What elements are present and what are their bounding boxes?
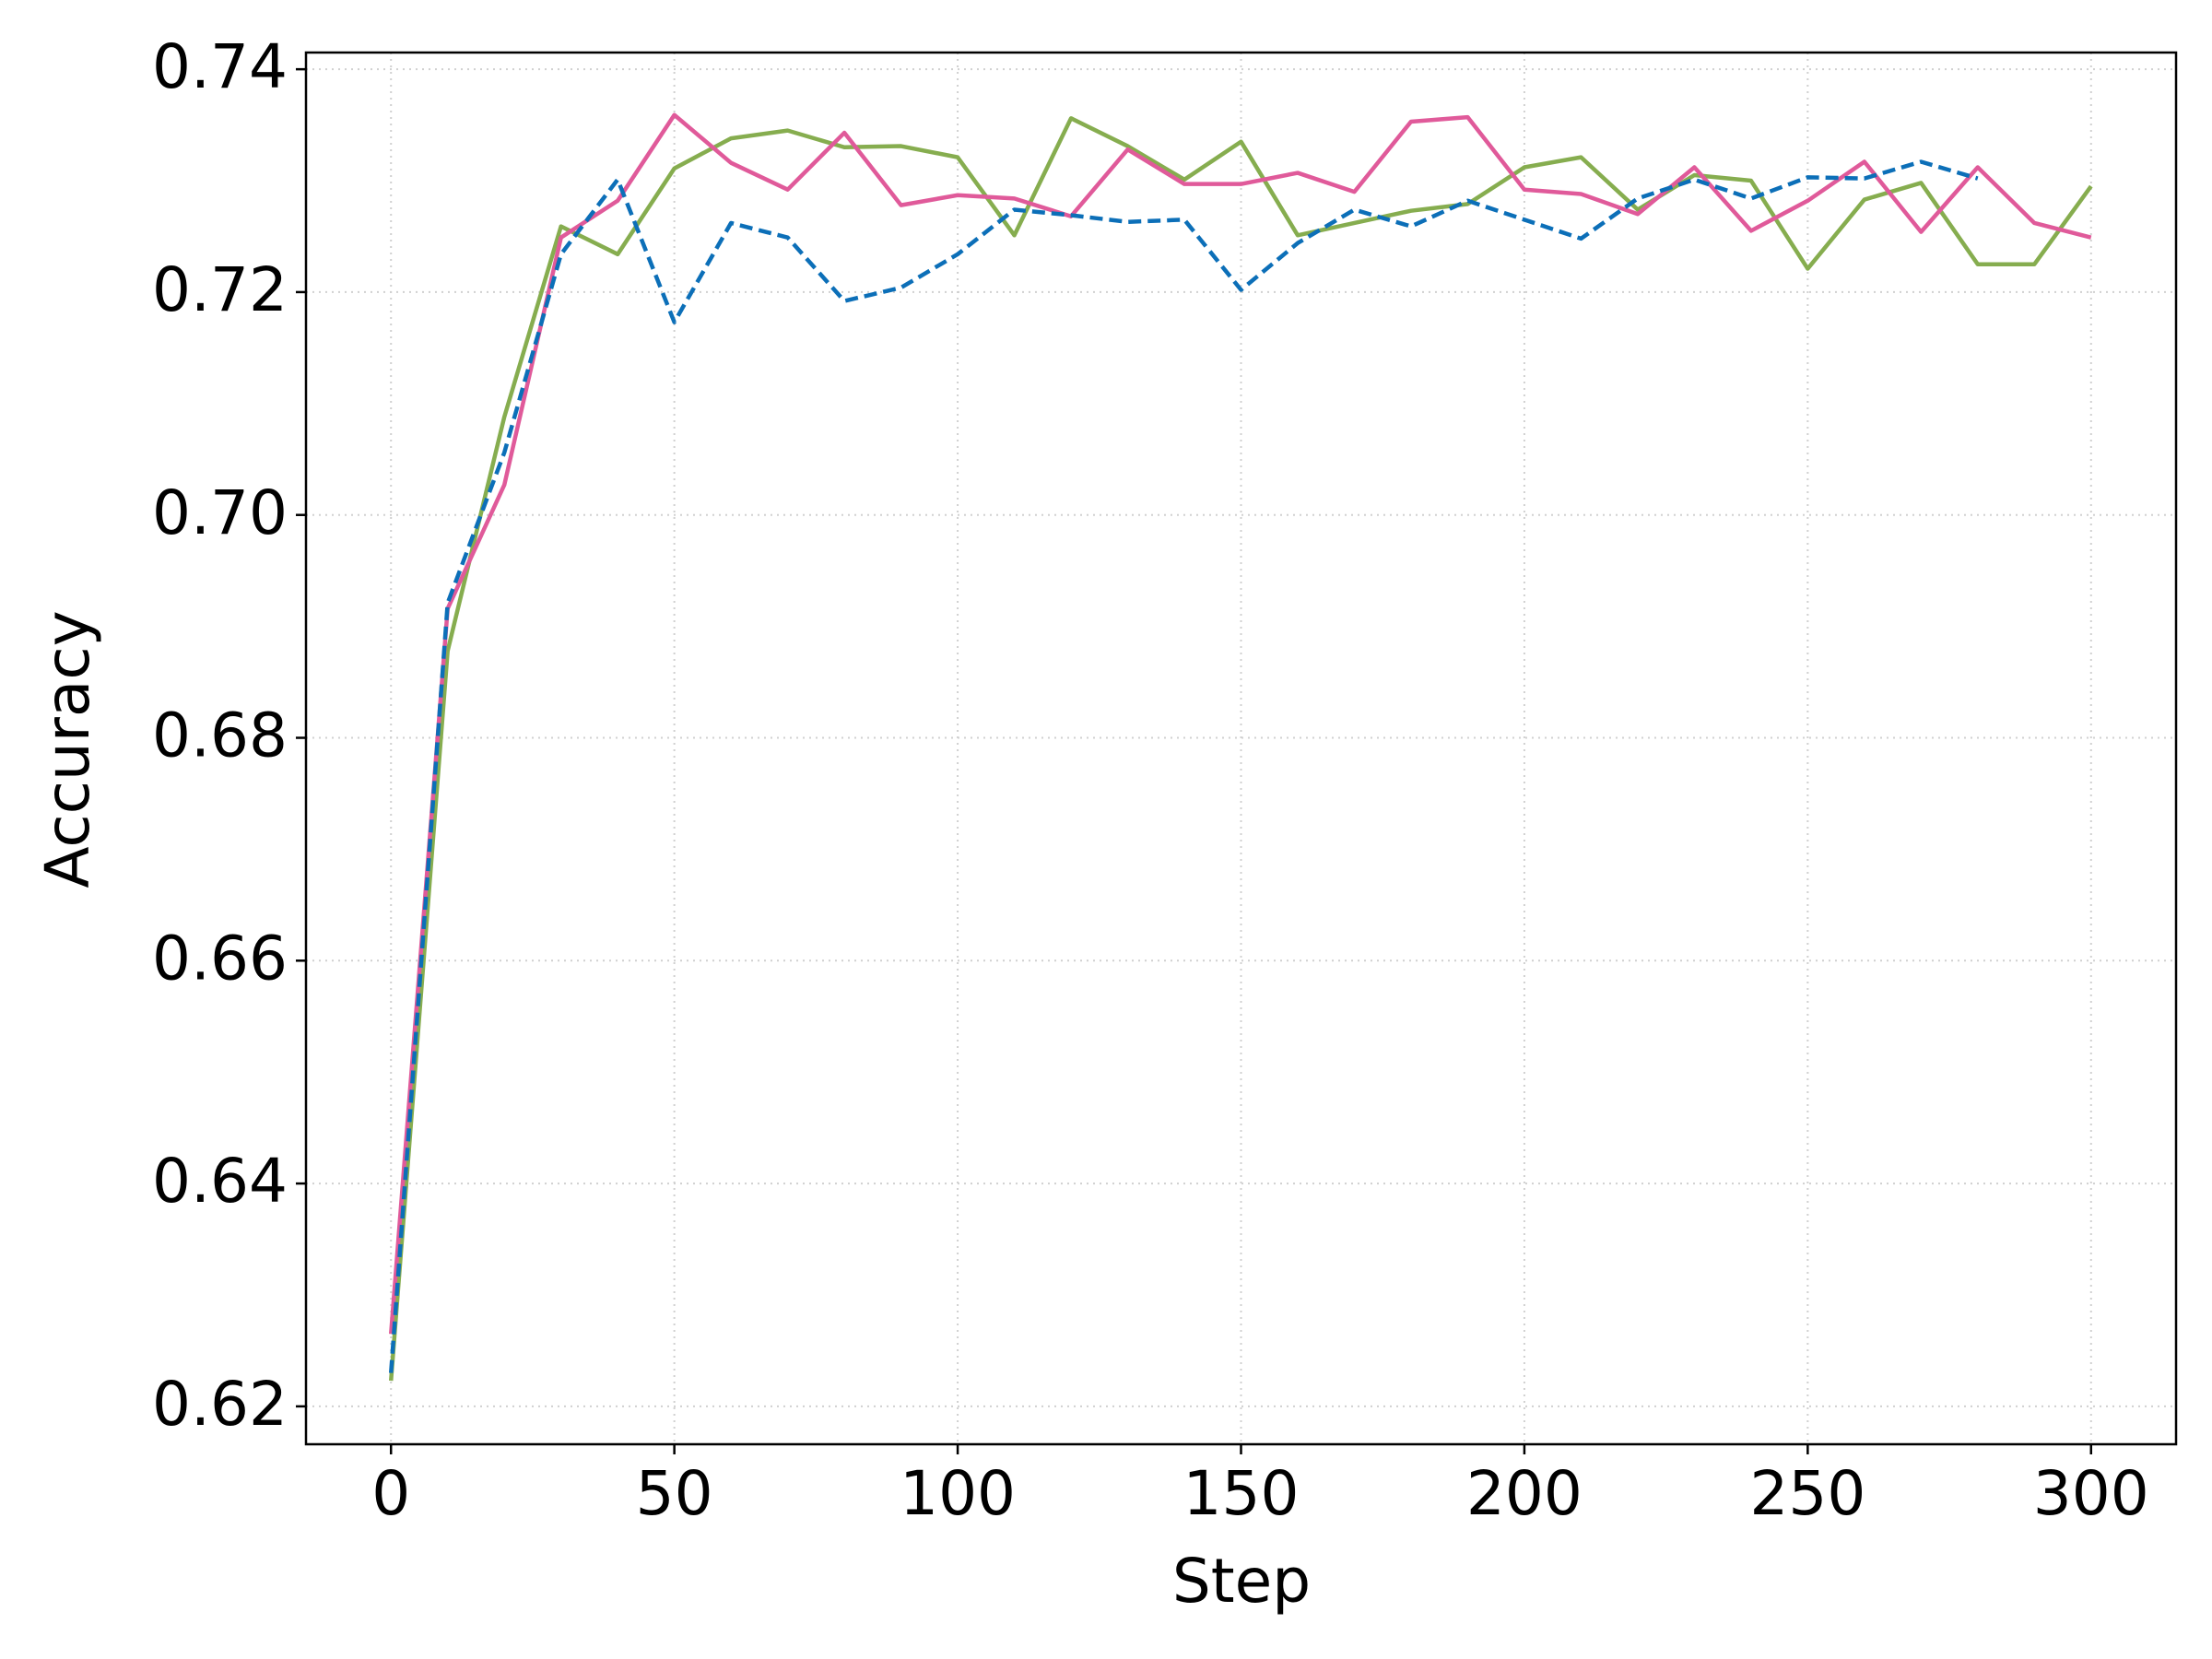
- y-tick-label: 0.72: [152, 254, 288, 325]
- y-tick-label: 0.74: [152, 31, 288, 102]
- y-tick-label: 0.66: [152, 923, 288, 994]
- y-tick-label: 0.64: [152, 1146, 288, 1217]
- x-tick-label: 250: [1749, 1458, 1865, 1529]
- y-axis-label: Accuracy: [32, 610, 103, 888]
- y-tick-label: 0.70: [152, 477, 288, 548]
- y-tick-label: 0.62: [152, 1369, 288, 1440]
- x-tick-label: 50: [636, 1458, 713, 1529]
- x-tick-label: 300: [2033, 1458, 2149, 1529]
- y-tick-label: 0.68: [152, 700, 288, 771]
- plot-frame: [304, 51, 2178, 1446]
- line-series: [388, 116, 2093, 1382]
- x-axis-label: Step: [1172, 1546, 1311, 1617]
- x-tick-label: 200: [1466, 1458, 1583, 1529]
- line-series: [388, 112, 2092, 1335]
- x-tick-label: 150: [1183, 1458, 1300, 1529]
- x-tick-label: 0: [371, 1458, 410, 1529]
- x-tick-label: 100: [900, 1458, 1016, 1529]
- line-series: [388, 159, 1979, 1373]
